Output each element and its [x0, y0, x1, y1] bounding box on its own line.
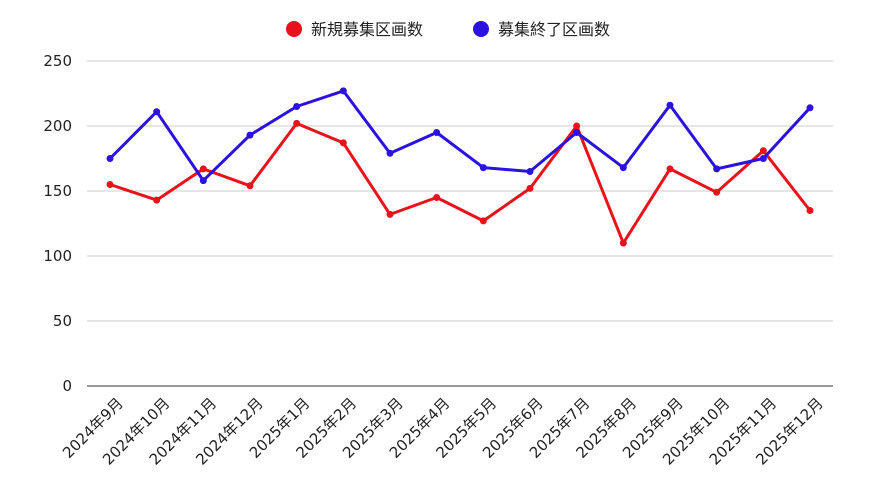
data-point: [293, 103, 301, 110]
legend-label: 募集終了区画数: [498, 20, 610, 39]
legend-label: 新規募集区画数: [311, 20, 423, 39]
data-point: [713, 188, 721, 196]
legend-marker: [473, 21, 489, 37]
data-point: [339, 139, 347, 147]
data-point: [619, 239, 627, 247]
data-point: [246, 131, 254, 139]
data-point: [806, 207, 814, 214]
data-point: [573, 129, 581, 136]
data-point: [666, 165, 674, 173]
data-point: [759, 147, 767, 155]
y-tick-label: 0: [62, 377, 72, 395]
legend-item: 募集終了区画数: [473, 20, 610, 39]
data-point: [386, 210, 394, 218]
data-point: [106, 155, 114, 162]
series-line: [108, 89, 812, 183]
data-point: [339, 87, 347, 95]
series-line: [108, 121, 812, 245]
data-point: [386, 149, 394, 157]
y-tick-label: 250: [43, 52, 72, 70]
data-point: [526, 184, 534, 192]
y-tick-label: 200: [43, 117, 72, 135]
data-point: [619, 164, 627, 172]
data-point: [479, 164, 487, 172]
data-point: [713, 165, 721, 173]
data-point: [573, 122, 581, 130]
data-point: [106, 181, 114, 188]
data-point: [433, 129, 441, 136]
data-point: [433, 194, 441, 201]
data-point: [293, 119, 301, 127]
data-point: [479, 217, 487, 225]
data-point: [153, 196, 161, 204]
data-point: [246, 182, 254, 190]
y-tick-label: 50: [53, 312, 72, 330]
legend-marker: [286, 21, 302, 37]
y-tick-label: 100: [43, 247, 72, 265]
data-point: [666, 101, 674, 109]
legend: 新規募集区画数 募集終了区画数: [286, 20, 610, 39]
data-point: [759, 155, 767, 162]
y-axis-ticks: 0 50 100 150 200 250: [43, 52, 72, 395]
x-axis: 2024年9月2024年10月2024年11月2024年12月2025年1月20…: [59, 394, 827, 468]
y-tick-label: 150: [43, 182, 72, 200]
series-1: [106, 119, 814, 247]
series-layer: [106, 87, 814, 247]
data-point: [153, 108, 161, 116]
series-2: [106, 87, 814, 185]
data-point: [806, 104, 814, 112]
data-point: [199, 177, 207, 185]
legend-item: 新規募集区画数: [286, 20, 423, 39]
data-point: [199, 165, 207, 173]
grid-lines: [87, 60, 833, 387]
data-point: [526, 168, 534, 175]
